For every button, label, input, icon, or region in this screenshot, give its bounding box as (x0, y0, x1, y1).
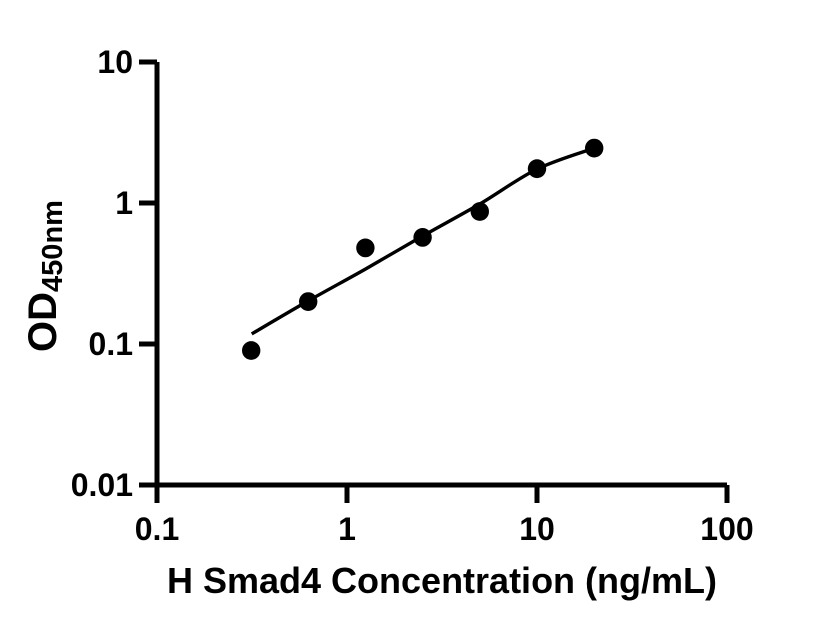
y-axis-title: OD450nm (21, 200, 73, 352)
data-point (299, 292, 318, 311)
y-tick-label: 0.1 (89, 326, 133, 362)
x-tick-label: 1 (338, 511, 356, 547)
x-tick-label: 0.1 (135, 511, 179, 547)
y-tick-label: 1 (115, 185, 133, 221)
data-point (413, 228, 432, 247)
y-tick-label: 0.01 (71, 467, 133, 503)
x-tick-label: 100 (700, 511, 753, 547)
data-point (585, 138, 604, 158)
x-axis-title: H Smad4 Concentration (ng/mL) (166, 560, 718, 601)
y-tick-label: 10 (97, 44, 133, 80)
data-point (527, 159, 547, 179)
data-point (242, 341, 261, 360)
y-axis-title-subscript: 450nm (37, 200, 69, 292)
data-point (356, 238, 375, 258)
x-tick-label: 10 (519, 511, 555, 547)
data-point (470, 202, 489, 221)
axis-frame (154, 62, 727, 488)
y-axis-title-main: OD (21, 291, 65, 352)
